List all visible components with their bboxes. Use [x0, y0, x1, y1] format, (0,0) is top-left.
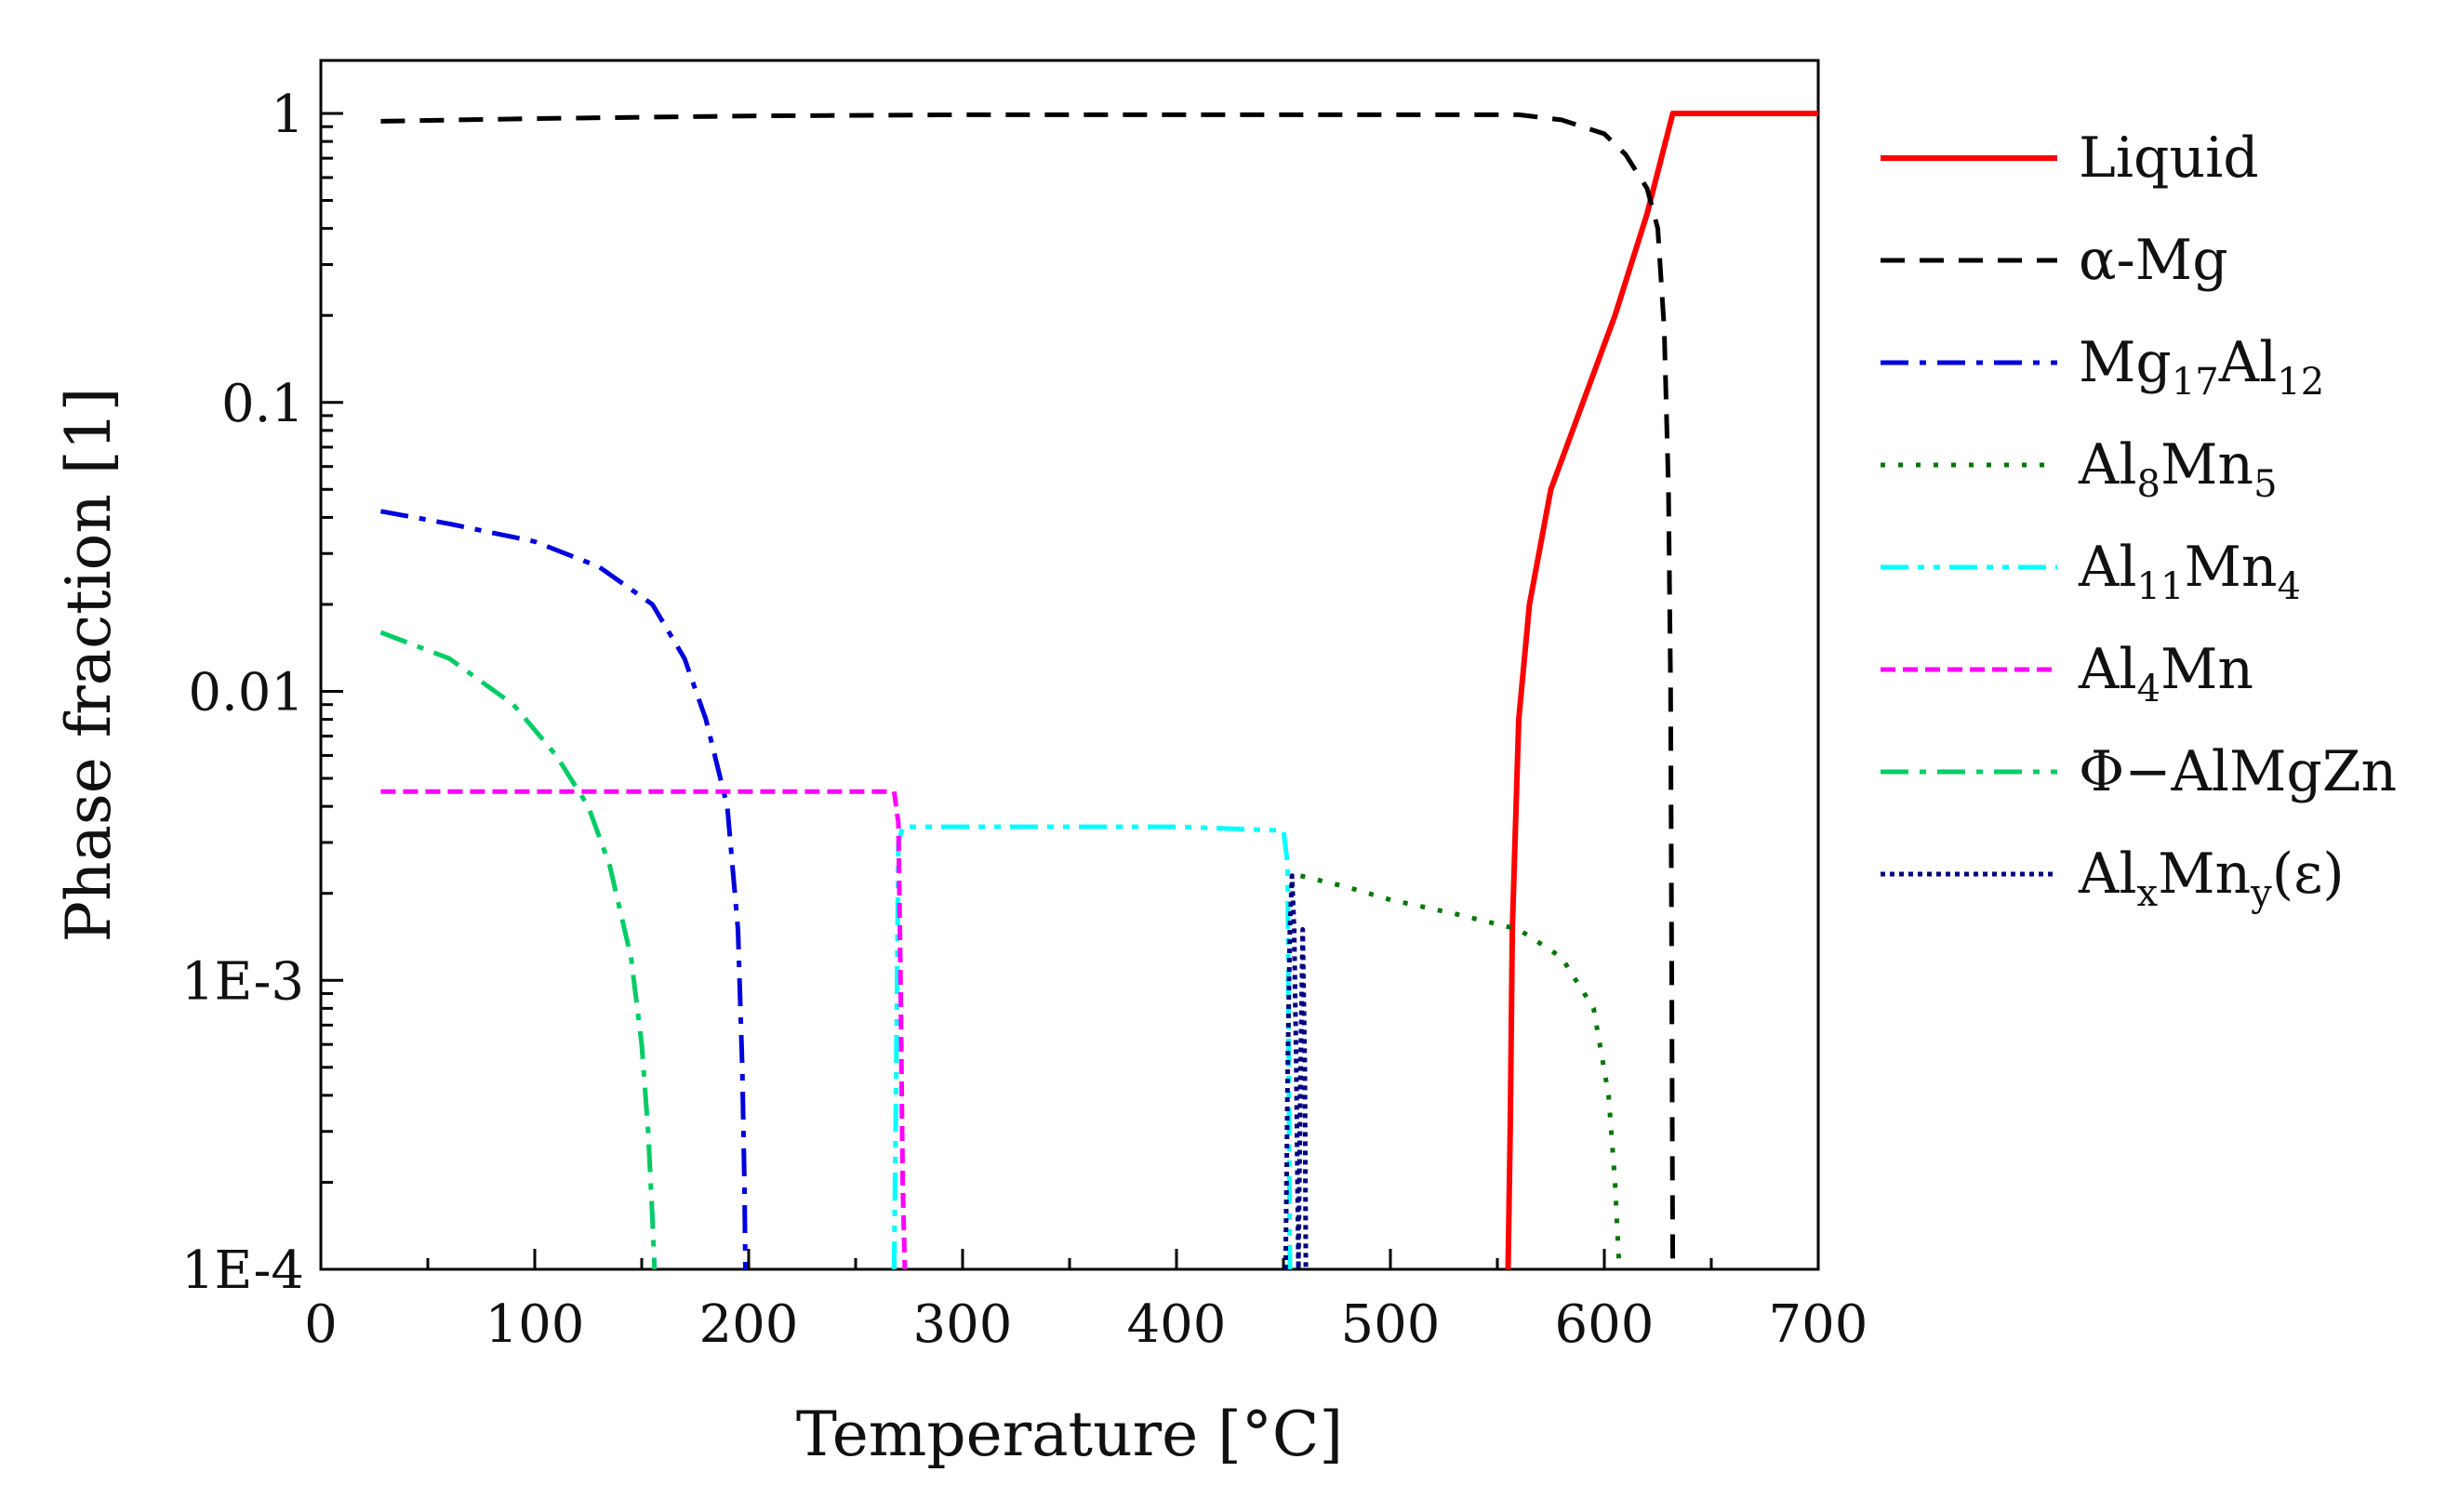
legend-label-0: Liquid: [2079, 126, 2259, 191]
x-tick-label: 0: [304, 1294, 338, 1355]
legend-label-1: α-Mg: [2079, 228, 2228, 293]
series-lines: [379, 111, 1818, 1272]
series-line-6: [379, 630, 658, 1270]
y-tick-label: 1E-4: [181, 1240, 304, 1301]
legend-label-6: Φ−AlMgZn: [2079, 739, 2397, 804]
y-tick-label: 0.1: [221, 374, 304, 434]
series-line-2: [379, 509, 748, 1270]
plot-area: 0 100 200 300 400 500 600 700 1E-4 1E-3 0.01 0.1 1: [181, 59, 1868, 1355]
series-line-1: [380, 112, 1676, 1270]
series-line-4: [891, 824, 1293, 1270]
series-line-7: [1283, 873, 1309, 1272]
x-axis-ticks: 0 100 200 300 400 500 600 700: [304, 1249, 1868, 1355]
legend-label-7: AlxMny(ε): [2078, 842, 2345, 915]
y-tick-label: 1E-3: [181, 951, 304, 1012]
x-tick-label: 100: [485, 1294, 585, 1355]
x-tick-label: 400: [1127, 1294, 1227, 1355]
legend: Liquid α-Mg Mg17Al12 Al8Mn5 Al11Mn4 Al4Mn Φ−Al…: [1881, 126, 2397, 915]
x-axis-title: Temperature [°C]: [796, 1399, 1343, 1470]
x-tick-label: 300: [913, 1294, 1013, 1355]
legend-label-3: Al8Mn5: [2078, 432, 2278, 506]
x-tick-label: 500: [1341, 1294, 1441, 1355]
series-line-0: [1505, 111, 1818, 1270]
legend-label-5: Al4Mn: [2078, 637, 2253, 710]
legend-label-4: Al11Mn4: [2078, 535, 2301, 608]
y-axis-ticks: 1E-4 1E-3 0.01 0.1 1: [181, 85, 343, 1301]
series-line-5: [380, 789, 908, 1270]
x-tick-label: 700: [1769, 1294, 1868, 1355]
x-tick-label: 600: [1555, 1294, 1655, 1355]
y-tick-label: 1: [271, 85, 304, 145]
series-line-3: [1299, 873, 1622, 1270]
plot-frame: [319, 59, 1820, 1271]
legend-label-2: Mg17Al12: [2079, 330, 2324, 404]
y-axis-title: Phase fraction [1]: [53, 388, 125, 943]
y-tick-label: 0.01: [188, 663, 304, 723]
x-tick-label: 200: [699, 1294, 799, 1355]
